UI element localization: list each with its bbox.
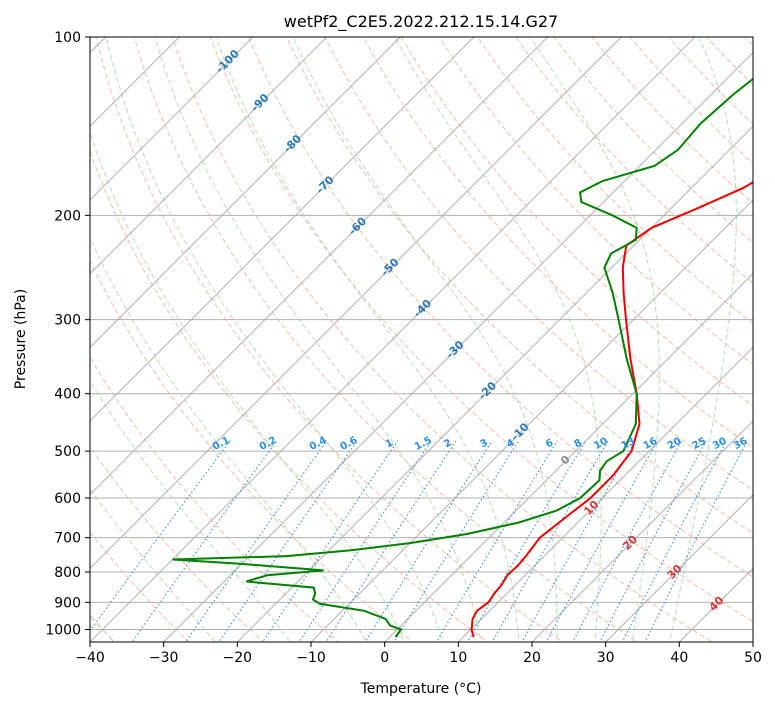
isotherm-line [163, 52, 753, 642]
moist-adiabat-line [90, 488, 216, 642]
dry-adiabat-line [90, 356, 340, 642]
x-axis-label: Temperature (°C) [360, 681, 482, 697]
mixing-ratio-lines [90, 440, 748, 642]
dry-adiabat-line [248, 37, 753, 578]
isotherms [90, 37, 753, 642]
moist-adiabat-line [105, 37, 444, 642]
mixing-ratio-line [521, 440, 637, 642]
isotherm-line [531, 420, 753, 642]
mixing-ratio-label: 3 [479, 437, 490, 450]
dry-adiabat-line [171, 37, 713, 642]
mixing-ratio-label: 8 [573, 437, 584, 450]
dewpoint-profile-line [172, 77, 753, 638]
moist-adiabat-line [90, 380, 291, 642]
isotherm-line [90, 37, 475, 422]
mixing-ratio-line [131, 440, 278, 642]
dry-adiabat-line [90, 445, 265, 642]
background-lines [90, 37, 753, 642]
mixing-ratio-label: 1 [384, 437, 395, 450]
moist-adiabat-line [529, 37, 660, 642]
mixing-ratio-line [364, 440, 493, 642]
isotherm-line [90, 37, 254, 201]
moist-adiabat-line [215, 37, 520, 642]
moist-adiabat-line [669, 37, 737, 642]
dry-adiabat-line [400, 37, 753, 407]
x-axis-ticks: −40 −30 −20 −10 0 10 20 30 40 50 [75, 642, 762, 666]
mixing-ratio-line [621, 440, 728, 642]
y-tick-label: 600 [54, 491, 81, 507]
mixing-ratio-line [599, 440, 707, 642]
mixing-ratio-line [325, 440, 457, 642]
isotherm-line [310, 199, 753, 642]
isotherm-line [90, 37, 328, 275]
mixing-ratio-label: 2 [442, 437, 453, 450]
y-axis-ticks: 100 200 300 400 500 600 700 800 900 1000 [45, 30, 90, 638]
moist-adiabats [90, 37, 737, 642]
mixing-ratio-label: 4 [505, 437, 516, 450]
profiles [172, 77, 753, 638]
x-tick-label: 50 [744, 650, 762, 666]
isotherm-line [90, 37, 696, 642]
dry-adiabats [90, 37, 753, 642]
isotherm-line [90, 37, 549, 496]
y-tick-label: 1000 [45, 622, 81, 638]
y-axis-label: Pressure (hPa) [13, 289, 29, 389]
mixing-ratio-line [435, 440, 558, 642]
y-tick-label: 900 [54, 595, 81, 611]
moist-adiabat-line [154, 37, 482, 642]
x-tick-label: 10 [449, 650, 467, 666]
plot-frame [89, 36, 754, 643]
dry-adiabat-line [286, 37, 753, 534]
x-tick-label: −20 [223, 650, 253, 666]
mixing-ratio-line [298, 440, 432, 642]
chart-title: wetPf2_C2E5.2022.212.15.14.G27 [284, 12, 558, 32]
mixing-ratio-line [491, 440, 609, 642]
y-tick-label: 500 [54, 444, 81, 460]
x-tick-label: 20 [523, 650, 541, 666]
y-tick-label: 300 [54, 313, 81, 329]
x-tick-label: −10 [296, 650, 326, 666]
x-tick-label: 0 [380, 650, 389, 666]
x-tick-label: −30 [149, 650, 179, 666]
mixing-ratio-line [572, 440, 683, 642]
mixing-ratio-line [262, 440, 399, 642]
isotherm-line [90, 37, 622, 569]
moist-adiabat-line [90, 235, 367, 642]
mixing-ratio-line [466, 440, 587, 642]
y-tick-label: 100 [54, 30, 81, 46]
y-tick-label: 800 [54, 565, 81, 581]
moist-adiabat-line [293, 37, 558, 642]
dry-adiabat-line [90, 531, 190, 642]
moist-adiabat-line [394, 37, 602, 642]
dry-adiabat-line [133, 37, 638, 642]
isotherm-line [90, 37, 401, 348]
dry-adiabat-line [95, 37, 564, 642]
y-tick-label: 700 [54, 531, 81, 547]
x-tick-label: 40 [670, 650, 688, 666]
y-tick-label: 400 [54, 387, 81, 403]
dry-adiabat-line [324, 37, 753, 491]
isotherm-line [384, 273, 753, 642]
dry-adiabat-line [90, 259, 414, 642]
isotherm-line [236, 125, 753, 642]
isotherm-line [605, 494, 753, 642]
mixing-ratio-line [545, 440, 659, 642]
mixing-ratio-line [644, 440, 748, 642]
dry-adiabat-line [362, 37, 753, 449]
mixing-ratio-label: 6 [544, 437, 555, 450]
isotherm-line [457, 346, 753, 642]
x-tick-label: −40 [75, 650, 105, 666]
moist-adiabat-line [90, 130, 406, 642]
y-tick-label: 200 [54, 208, 81, 224]
x-tick-label: 30 [597, 650, 615, 666]
